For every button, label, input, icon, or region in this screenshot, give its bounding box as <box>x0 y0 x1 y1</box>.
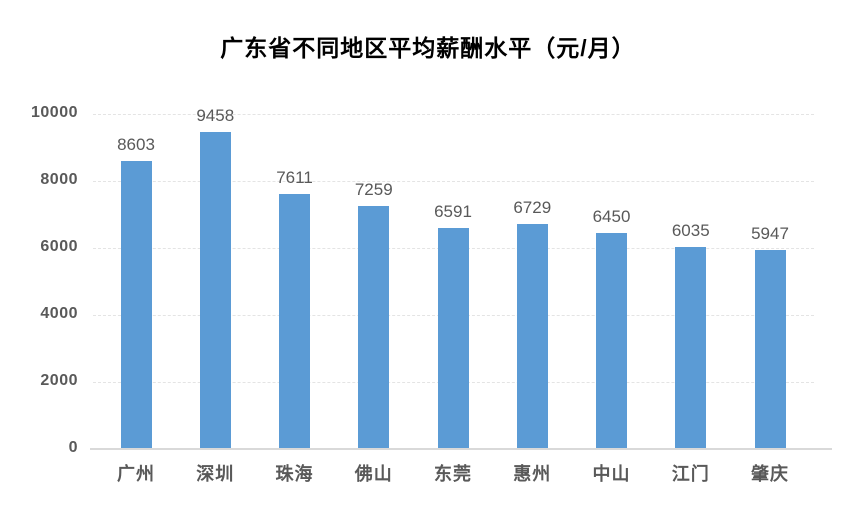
y-tick-label: 2000 <box>40 372 78 389</box>
bar-value-label: 7259 <box>354 179 393 199</box>
x-axis-line <box>90 448 832 450</box>
category-label-江门: 江门 <box>671 464 710 484</box>
y-tick-label: 10000 <box>31 104 78 121</box>
bar-value-label: 5947 <box>751 223 789 243</box>
bar-惠州 <box>516 223 548 449</box>
bar-东莞 <box>437 228 469 449</box>
bar-value-label: 6450 <box>592 206 631 226</box>
bar-value-label: 9458 <box>196 106 235 126</box>
bar-value-label: 6729 <box>513 197 552 217</box>
category-label-肇庆: 肇庆 <box>751 464 789 484</box>
plot-area: 8603 9458 7611 7259 6591 6729 6450 6035 5947 <box>90 106 832 450</box>
y-tick-label: 6000 <box>40 238 78 255</box>
y-tick-label: 8000 <box>40 171 78 188</box>
chart-title: 广东省不同地区平均薪酬水平（元/月） <box>220 35 636 61</box>
category-label-惠州: 惠州 <box>513 464 552 484</box>
category-label-深圳: 深圳 <box>196 464 235 484</box>
bar-value-label: 6035 <box>671 220 710 240</box>
gridline <box>93 181 814 182</box>
bar-value-label: 7611 <box>276 168 313 188</box>
gridline <box>93 114 814 115</box>
bar-中山 <box>596 232 627 449</box>
bar-value-label: 8603 <box>117 134 155 154</box>
category-label-珠海: 珠海 <box>275 464 314 484</box>
category-label-中山: 中山 <box>592 464 631 484</box>
category-label-佛山: 佛山 <box>354 464 393 484</box>
bar-佛山 <box>358 205 390 449</box>
bar-肇庆 <box>754 249 786 449</box>
bar-深圳 <box>199 132 231 449</box>
y-tick-label: 0 <box>68 439 78 456</box>
category-label-广州: 广州 <box>117 464 155 484</box>
category-label-东莞: 东莞 <box>434 464 472 484</box>
bar-江门 <box>675 246 707 449</box>
bar-珠海 <box>279 194 310 449</box>
bar-value-label: 6591 <box>434 202 472 222</box>
y-tick-label: 4000 <box>40 305 78 322</box>
bar-广州 <box>120 160 152 449</box>
